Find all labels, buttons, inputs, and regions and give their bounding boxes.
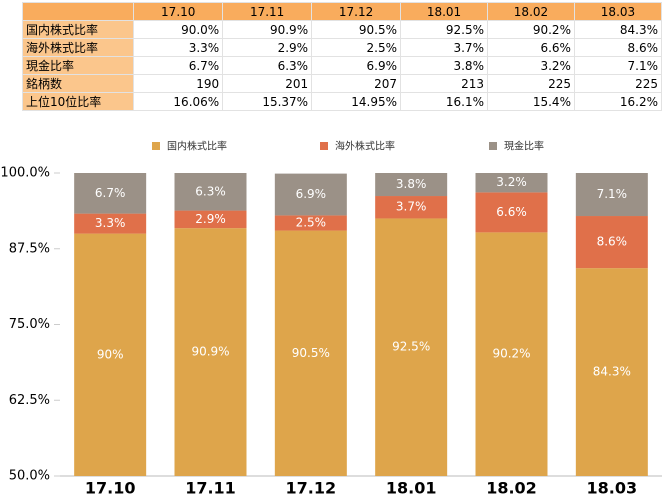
value-label: 90.9%: [191, 345, 229, 359]
value-label: 84.3%: [593, 365, 631, 379]
bar-segment: [74, 173, 147, 214]
value-label: 90.2%: [492, 347, 530, 361]
cell: 16.2%: [573, 92, 662, 111]
summary-table: 17.10 17.11 17.12 18.01 18.02 18.03 国内株式比率 90.0…: [21, 2, 662, 111]
column-header: 17.10: [133, 2, 224, 21]
bar-segment: [475, 192, 548, 233]
row-header: 現金比率: [21, 56, 135, 75]
bar-segment: [274, 215, 347, 231]
y-tick-label: 87.5%: [9, 241, 50, 256]
bar-segment: [274, 173, 347, 216]
bar-segment: [375, 218, 448, 476]
y-tick-label: 100.0%: [0, 166, 50, 181]
cell: 6.9%: [311, 56, 401, 75]
row-header: 国内株式比率: [21, 20, 135, 39]
cell: 16.1%: [400, 92, 488, 111]
row-header: 銘柄数: [21, 74, 135, 93]
cell: 16.06%: [133, 92, 224, 111]
value-label: 6.6%: [496, 205, 527, 219]
row-header: 上位10位比率: [21, 92, 135, 111]
bar-segment: [375, 173, 448, 197]
value-label: 3.7%: [396, 200, 427, 214]
value-label: 6.7%: [95, 186, 126, 200]
table-row: 上位10位比率 16.06% 15.37% 14.95% 16.1% 15.4% 16.2%: [21, 92, 662, 111]
x-tick-label: 18.01: [386, 479, 437, 496]
column-header: 17.12: [311, 2, 401, 21]
value-label: 90.5%: [292, 346, 330, 360]
cell: 15.4%: [486, 92, 575, 111]
value-label: 2.9%: [195, 212, 226, 226]
bar-segment: [575, 173, 648, 217]
value-label: 90%: [97, 347, 124, 361]
bar-segment: [475, 173, 548, 193]
table-row: 国内株式比率 90.0% 90.9% 90.5% 92.5% 90.2% 84.3%: [21, 20, 662, 39]
bar-segment: [174, 210, 247, 229]
value-label: 3.3%: [95, 216, 126, 230]
bar-segment: [575, 268, 648, 476]
y-tick-label: 50.0%: [9, 469, 50, 484]
cell: 14.95%: [311, 92, 401, 111]
value-label: 2.5%: [296, 215, 327, 229]
value-label: 7.1%: [597, 187, 628, 201]
value-label: 92.5%: [392, 340, 430, 354]
legend-swatch: [489, 142, 497, 150]
row-header: 海外株式比率: [21, 38, 135, 57]
cell: 90.9%: [222, 20, 313, 39]
bar-segment: [475, 232, 548, 476]
x-tick-label: 17.12: [286, 479, 337, 496]
bar-segment: [575, 216, 648, 269]
cell: 225: [486, 74, 575, 93]
bar-segment: [274, 230, 347, 476]
value-label: 3.2%: [496, 175, 527, 189]
y-tick-label: 62.5%: [9, 393, 50, 408]
x-tick-label: 18.03: [587, 479, 638, 496]
legend-label: 現金比率: [504, 140, 544, 153]
cell: 15.37%: [222, 92, 313, 111]
legend-swatch: [320, 142, 328, 150]
x-tick-label: 17.10: [85, 479, 136, 496]
x-tick-label: 17.11: [185, 479, 236, 496]
y-tick-label: 75.0%: [9, 317, 50, 332]
bar-segment: [174, 228, 247, 476]
legend-label: 海外株式比率: [335, 140, 395, 153]
legend-label: 国内株式比率: [167, 140, 227, 153]
corner-cell: [21, 2, 135, 21]
value-label: 3.8%: [396, 177, 427, 191]
bar-segment: [375, 196, 448, 219]
value-label: 6.9%: [296, 187, 327, 201]
table-row: 海外株式比率 3.3% 2.9% 2.5% 3.7% 6.6% 8.6%: [21, 38, 662, 57]
bar-segment: [74, 233, 147, 476]
bar-segment: [174, 173, 247, 211]
legend-swatch: [152, 142, 160, 150]
bar-segment: [74, 213, 147, 234]
table-row: 銘柄数 190 201 207 213 225 225: [21, 74, 662, 93]
value-label: 6.3%: [195, 184, 226, 198]
x-tick-label: 18.02: [486, 479, 537, 496]
value-label: 8.6%: [597, 235, 628, 249]
